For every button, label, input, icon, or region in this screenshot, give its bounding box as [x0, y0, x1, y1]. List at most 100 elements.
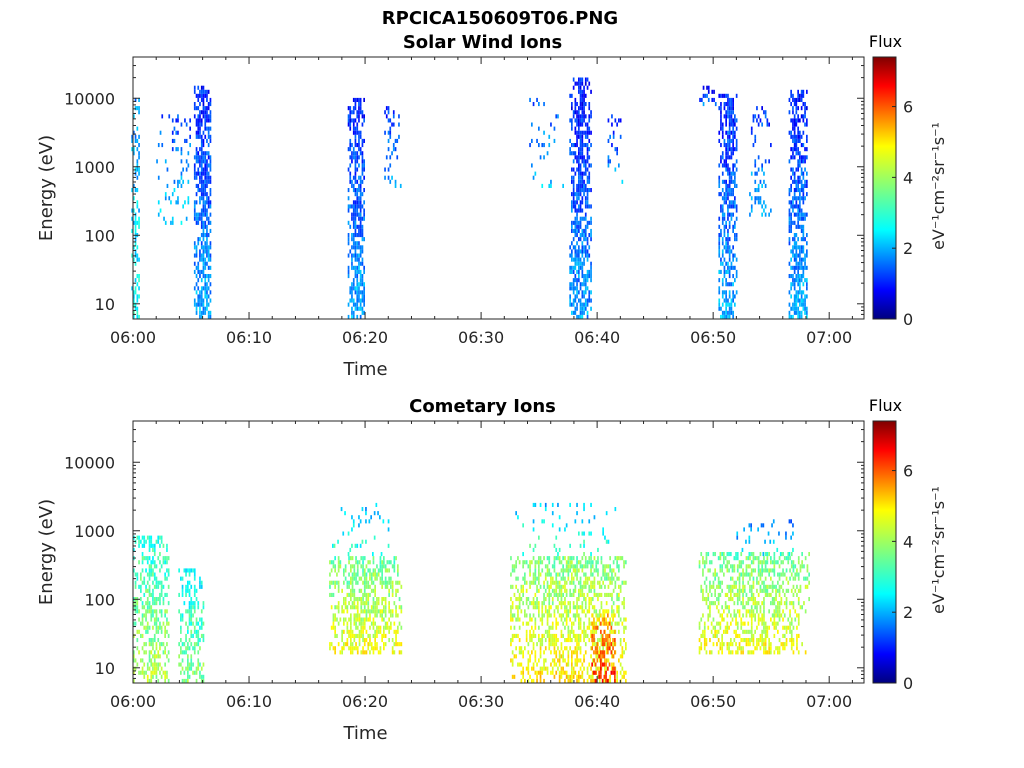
heatmap-cell — [588, 274, 591, 279]
heatmap-cell — [206, 192, 208, 197]
heatmap-cell — [555, 592, 558, 597]
heatmap-cell — [550, 580, 552, 585]
heatmap-cell — [581, 670, 584, 675]
heatmap-cell — [726, 625, 729, 630]
heatmap-cell — [555, 662, 558, 667]
heatmap-cell — [359, 183, 362, 188]
heatmap-cell — [804, 102, 806, 107]
heatmap-cell — [522, 650, 524, 655]
heatmap-cell — [354, 163, 357, 168]
heatmap-cell — [797, 151, 799, 156]
heatmap-cell — [727, 151, 729, 156]
heatmap-cell — [363, 167, 365, 172]
heatmap-cell — [583, 159, 585, 164]
heatmap-cell — [181, 642, 184, 647]
heatmap-cell — [733, 638, 736, 643]
heatmap-cell — [761, 601, 763, 606]
heatmap-cell — [574, 646, 577, 651]
heatmap-cell — [529, 560, 531, 565]
heatmap-cell — [202, 286, 205, 291]
heatmap-cell — [793, 143, 796, 148]
heatmap-cell — [363, 609, 366, 614]
heatmap-cell — [529, 584, 531, 589]
heatmap-cell — [757, 183, 760, 188]
heatmap-cell — [586, 278, 589, 283]
heatmap-cell — [720, 269, 722, 274]
heatmap-cell — [571, 580, 573, 585]
heatmap-cell — [583, 97, 585, 102]
heatmap-cell — [183, 670, 186, 675]
heatmap-cell — [793, 175, 796, 180]
heatmap-cell — [579, 576, 582, 581]
heatmap-cell — [733, 601, 736, 606]
heatmap-cell — [200, 97, 203, 102]
heatmap-cell — [202, 638, 205, 643]
heatmap-cell — [609, 568, 611, 573]
heatmap-cell — [804, 237, 806, 242]
heatmap-cell — [365, 507, 367, 512]
heatmap-cell — [352, 155, 355, 160]
heatmap-cell — [330, 625, 333, 630]
heatmap-cell — [607, 163, 610, 168]
heatmap-cell — [520, 588, 523, 593]
heatmap-cell — [730, 552, 732, 557]
heatmap-cell — [793, 294, 796, 299]
heatmap-cell — [576, 228, 578, 233]
heatmap-cell — [157, 638, 160, 643]
heatmap-cell — [381, 633, 383, 638]
heatmap-cell — [557, 605, 559, 610]
heatmap-cell — [372, 597, 375, 602]
heatmap-cell — [579, 560, 582, 565]
heatmap-cell — [550, 670, 552, 675]
heatmap-cell — [725, 200, 727, 205]
heatmap-cell — [721, 204, 724, 209]
heatmap-cell — [799, 93, 801, 98]
heatmap-cell — [202, 204, 205, 209]
heatmap-cell — [531, 678, 533, 683]
heatmap-cell — [719, 613, 722, 618]
heatmap-cell — [714, 552, 716, 557]
heatmap-cell — [576, 224, 578, 229]
heatmap-cell — [148, 609, 151, 614]
heatmap-cell — [571, 662, 573, 667]
heatmap-cell — [197, 220, 200, 225]
heatmap-cell — [576, 257, 578, 262]
heatmap-cell — [387, 543, 390, 548]
heatmap-cell — [806, 134, 808, 139]
heatmap-cell — [199, 134, 201, 139]
heatmap-cell — [723, 617, 725, 622]
heatmap-cell — [727, 110, 729, 115]
heatmap-cell — [571, 629, 573, 634]
heatmap-cell — [725, 294, 727, 299]
heatmap-cell — [763, 171, 765, 176]
heatmap-cell — [730, 592, 732, 597]
heatmap-cell — [525, 613, 528, 618]
heatmap-cell — [564, 670, 566, 675]
heatmap-cell — [614, 613, 616, 618]
heatmap-cell — [190, 662, 193, 667]
heatmap-cell — [365, 584, 368, 589]
heatmap-cell — [136, 601, 139, 606]
heatmap-cell — [349, 298, 352, 303]
heatmap-cell — [374, 584, 376, 589]
heatmap-cell — [707, 568, 710, 573]
heatmap-cell — [515, 560, 517, 565]
heatmap-cell — [605, 678, 607, 683]
heatmap-cell — [560, 654, 563, 659]
heatmap-cell — [206, 286, 208, 291]
heatmap-cell — [197, 212, 200, 217]
heatmap-cell — [522, 584, 524, 589]
heatmap-cell — [354, 138, 357, 143]
heatmap-cell — [576, 114, 578, 119]
heatmap-cell — [539, 654, 542, 659]
heatmap-cell — [797, 147, 799, 152]
heatmap-cell — [728, 282, 731, 287]
heatmap-cell — [797, 274, 799, 279]
heatmap-cell — [204, 265, 207, 270]
heatmap-cell — [343, 609, 345, 614]
heatmap-cell — [754, 163, 757, 168]
heatmap-cell — [616, 560, 618, 565]
heatmap-cell — [766, 556, 769, 561]
heatmap-cell — [200, 617, 203, 622]
heatmap-cell — [199, 175, 201, 180]
